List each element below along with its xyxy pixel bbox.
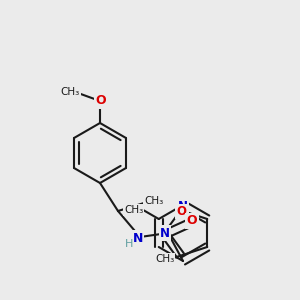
Text: O: O xyxy=(96,94,106,107)
Text: CH₃: CH₃ xyxy=(124,205,143,215)
Text: CH₃: CH₃ xyxy=(144,196,164,206)
Text: H: H xyxy=(125,239,133,249)
Text: N: N xyxy=(178,200,188,212)
Text: N: N xyxy=(133,232,143,244)
Text: N: N xyxy=(160,226,170,239)
Text: O: O xyxy=(187,214,197,227)
Text: CH₃: CH₃ xyxy=(60,87,80,97)
Text: CH₃: CH₃ xyxy=(155,254,174,265)
Text: O: O xyxy=(177,205,187,218)
